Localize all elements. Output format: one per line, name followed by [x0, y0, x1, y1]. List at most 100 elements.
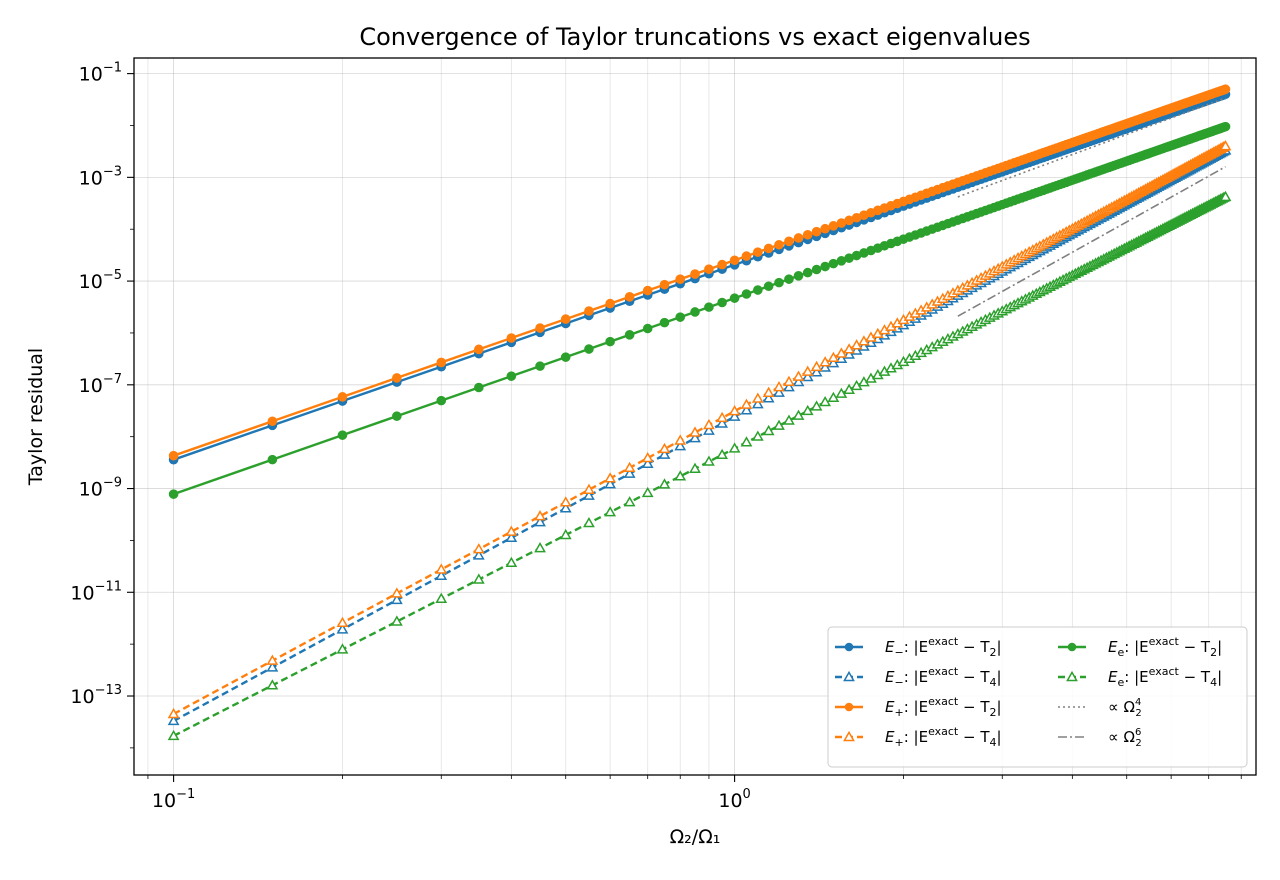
legend-marker [843, 730, 855, 742]
data-point [704, 302, 714, 312]
data-point [266, 679, 279, 690]
data-point [741, 289, 752, 299]
data-point [792, 370, 805, 381]
legend-label: E+: |Eexact − T4| [885, 725, 1002, 749]
data-point [535, 323, 545, 333]
data-point [1219, 190, 1232, 202]
data-point [658, 448, 671, 459]
chart-title: Convergence of Taylor truncations vs exa… [359, 23, 1030, 51]
data-point [810, 360, 823, 372]
data-point [605, 298, 615, 309]
legend-label: Ee: |Eexact − T2| [1108, 635, 1222, 659]
series-layer [167, 84, 1232, 741]
data-point [810, 366, 823, 377]
legend-reference-1: ∝ Ω4 2 [1058, 697, 1142, 719]
data-point [835, 387, 848, 398]
data-point [703, 455, 715, 466]
data-point [642, 285, 653, 296]
data-point [674, 470, 687, 481]
data-point [689, 426, 701, 437]
data-point [740, 436, 753, 447]
data-point [167, 729, 180, 741]
data-point [783, 414, 795, 425]
data-point [773, 419, 785, 430]
legend-entry-4: E+: |Eexact − T4| [835, 725, 1002, 749]
data-point [337, 392, 348, 402]
data-point [751, 392, 764, 403]
data-point [751, 430, 764, 441]
data-point [336, 616, 349, 628]
series-3 [168, 84, 1231, 461]
data-point [392, 373, 402, 383]
data-point [802, 267, 813, 278]
data-point [658, 442, 671, 454]
legend-label: Ee: |Eexact − T4| [1108, 665, 1222, 689]
data-point [623, 461, 636, 473]
data-point [827, 391, 840, 403]
data-point [751, 398, 764, 409]
data-point [728, 405, 741, 416]
data-point [689, 462, 701, 473]
legend-label: ∝ Ω4 2 [1108, 697, 1142, 719]
data-point [762, 386, 775, 397]
reference-line-2 [957, 166, 1226, 317]
data-point [623, 496, 636, 507]
data-point [704, 264, 714, 274]
data-point [560, 314, 571, 324]
series-4 [167, 140, 1232, 719]
data-point [623, 467, 636, 478]
data-point [267, 454, 278, 465]
data-point [827, 351, 840, 363]
data-point [689, 432, 701, 443]
legend-label: E−: |Eexact − T4| [885, 665, 1002, 689]
data-point [740, 398, 753, 409]
y-axis-label: Taylor residual [25, 348, 47, 486]
data-point [774, 239, 784, 250]
data-point [783, 381, 795, 392]
data-point [690, 269, 700, 279]
legend-marker [1067, 642, 1077, 652]
data-point [584, 344, 594, 354]
data-point [716, 411, 728, 423]
y-tick-label: 10−13 [70, 683, 122, 708]
y-tick-label: 10−1 [79, 61, 122, 86]
data-point [690, 307, 700, 317]
legend-marker [844, 702, 854, 712]
data-point [801, 370, 814, 382]
data-point [390, 587, 403, 598]
legend-entry-2: E−: |Eexact − T4| [835, 665, 1002, 689]
data-point [753, 285, 763, 295]
data-point [167, 707, 180, 719]
data-point [675, 312, 686, 322]
data-point [1220, 84, 1231, 95]
data-point [560, 352, 571, 362]
data-point [703, 424, 715, 435]
data-point [168, 489, 179, 499]
series-6 [167, 190, 1232, 741]
y-tick-label: 10−5 [79, 268, 122, 293]
data-point [774, 277, 784, 288]
data-point [753, 247, 763, 257]
legend-marker [1066, 670, 1078, 682]
data-point [762, 392, 775, 403]
y-tick-label: 10−7 [79, 372, 122, 397]
data-point [435, 592, 448, 603]
data-point [811, 226, 822, 237]
data-point [534, 516, 546, 527]
data-point [792, 375, 805, 387]
data-point [728, 410, 741, 421]
data-point [773, 381, 785, 392]
axis-ticks: 10−1 100 10−1 10−3 10−5 10−7 10−9 10−11 10−13 [70, 61, 1242, 812]
data-point [167, 714, 180, 726]
data-point [641, 457, 654, 469]
data-point [584, 306, 594, 316]
legend-marker [844, 642, 854, 652]
data-point [793, 271, 804, 281]
data-point [784, 236, 794, 247]
series-5 [168, 121, 1231, 499]
x-axis-label: Ω₂/Ω₁ [670, 826, 721, 848]
legend-label: ∝ Ω6 2 [1108, 727, 1142, 749]
data-point [784, 274, 794, 284]
data-point [624, 330, 635, 340]
data-point [267, 416, 278, 427]
